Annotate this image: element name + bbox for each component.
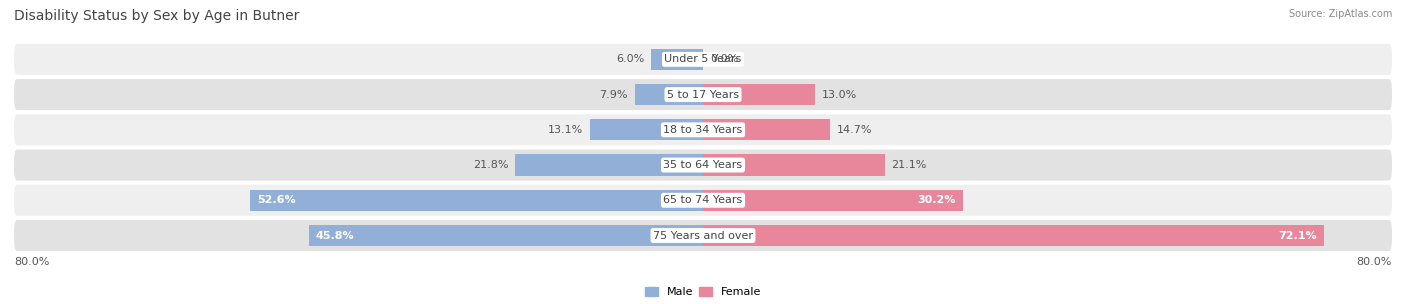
- Text: 21.1%: 21.1%: [891, 160, 927, 170]
- Text: 80.0%: 80.0%: [1357, 257, 1392, 267]
- Bar: [308, 225, 703, 246]
- Text: 14.7%: 14.7%: [837, 125, 872, 135]
- FancyBboxPatch shape: [14, 185, 1392, 216]
- FancyBboxPatch shape: [14, 220, 1392, 251]
- Bar: [703, 84, 815, 105]
- Text: 6.0%: 6.0%: [616, 54, 644, 64]
- Bar: [636, 84, 703, 105]
- Text: 5 to 17 Years: 5 to 17 Years: [666, 90, 740, 100]
- Text: Under 5 Years: Under 5 Years: [665, 54, 741, 64]
- Bar: [515, 154, 703, 176]
- Text: 13.1%: 13.1%: [548, 125, 583, 135]
- Text: 30.2%: 30.2%: [918, 195, 956, 205]
- Text: 80.0%: 80.0%: [14, 257, 49, 267]
- FancyBboxPatch shape: [14, 44, 1392, 75]
- Text: 72.1%: 72.1%: [1278, 230, 1317, 240]
- Text: 52.6%: 52.6%: [257, 195, 295, 205]
- Text: 75 Years and over: 75 Years and over: [652, 230, 754, 240]
- Text: 45.8%: 45.8%: [315, 230, 354, 240]
- FancyBboxPatch shape: [14, 150, 1392, 181]
- FancyBboxPatch shape: [14, 79, 1392, 110]
- Bar: [703, 154, 884, 176]
- Text: 35 to 64 Years: 35 to 64 Years: [664, 160, 742, 170]
- Text: 0.0%: 0.0%: [710, 54, 738, 64]
- Bar: [591, 119, 703, 140]
- Bar: [703, 119, 830, 140]
- Bar: [703, 190, 963, 211]
- Bar: [651, 49, 703, 70]
- Text: 7.9%: 7.9%: [599, 90, 628, 100]
- Text: 18 to 34 Years: 18 to 34 Years: [664, 125, 742, 135]
- Bar: [703, 225, 1324, 246]
- Text: 21.8%: 21.8%: [472, 160, 509, 170]
- Legend: Male, Female: Male, Female: [640, 282, 766, 302]
- Text: Source: ZipAtlas.com: Source: ZipAtlas.com: [1288, 9, 1392, 19]
- Text: 65 to 74 Years: 65 to 74 Years: [664, 195, 742, 205]
- Text: Disability Status by Sex by Age in Butner: Disability Status by Sex by Age in Butne…: [14, 9, 299, 23]
- Bar: [250, 190, 703, 211]
- FancyBboxPatch shape: [14, 114, 1392, 145]
- Text: 13.0%: 13.0%: [823, 90, 858, 100]
